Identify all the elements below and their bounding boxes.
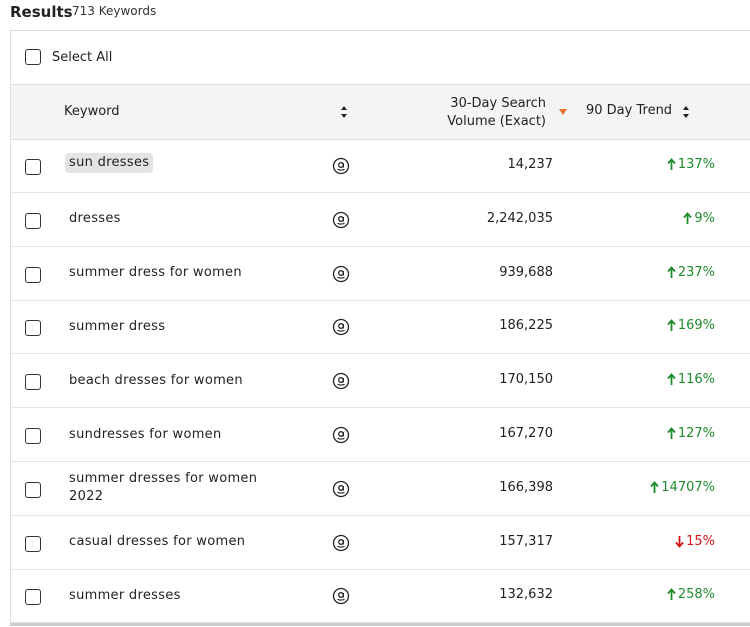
results-title: Results — [10, 3, 73, 21]
keyword[interactable]: summer dresses — [69, 587, 181, 603]
row-checkbox[interactable] — [25, 481, 41, 498]
row-checkbox[interactable] — [25, 266, 41, 283]
row-checkbox[interactable] — [25, 428, 41, 444]
trend-header[interactable]: 90 Day Trend — [586, 103, 673, 118]
row-checkbox[interactable] — [25, 374, 41, 391]
sort-icon[interactable] — [340, 105, 348, 119]
keyword[interactable]: summer dress — [69, 318, 166, 334]
trend: 127% — [667, 426, 715, 441]
table-row: sun dresses 14,237 137% — [11, 139, 750, 193]
table-row: sundresses for women 167,270 127% — [11, 408, 750, 462]
keyword-count: 713 Keywords — [72, 4, 157, 18]
trend-value: 169% — [677, 318, 715, 334]
amazon-icon[interactable] — [332, 534, 350, 552]
trend-value: 258% — [677, 587, 715, 603]
table-row: summer dress 186,225 169% — [11, 300, 750, 355]
search-volume: 132,632 — [499, 587, 553, 603]
trend-value: 127% — [677, 426, 715, 441]
search-volume: 2,242,035 — [486, 210, 553, 226]
keyword[interactable]: sun dresses — [65, 152, 154, 173]
trend-value: 116% — [677, 372, 715, 388]
trend-value: 15% — [686, 533, 715, 549]
trend-value: 237% — [677, 264, 715, 280]
trend-arrow — [667, 158, 676, 170]
trend-arrow — [667, 265, 676, 278]
table-row: summer dresses for women 2022 166,398 1470… — [11, 462, 750, 516]
select-all-checkbox[interactable] — [25, 49, 41, 65]
table-row: beach dresses for women 170,150 116% — [11, 354, 750, 409]
table-box — [10, 30, 750, 626]
trend-arrow — [650, 480, 659, 493]
trend-arrow — [667, 588, 676, 601]
amazon-icon[interactable] — [332, 211, 350, 229]
trend-arrow — [667, 373, 676, 386]
search-volume: 186,225 — [499, 318, 553, 334]
search-volume: 170,150 — [499, 372, 553, 388]
amazon-icon[interactable] — [332, 587, 350, 605]
keyword[interactable]: dresses — [69, 211, 121, 227]
keyword[interactable]: summer dresses for women 2022 — [69, 471, 258, 505]
trend-arrow — [675, 535, 684, 548]
trend: 15% — [675, 534, 715, 549]
amazon-icon[interactable] — [332, 480, 350, 498]
amazon-icon[interactable] — [332, 318, 350, 336]
table-row: summer dress for women 939,688 237% — [11, 247, 750, 301]
trend: 9% — [683, 211, 715, 226]
search-volume: 14,237 — [507, 157, 554, 172]
volume-header[interactable]: 30-Day Search Volume (Exact) — [447, 96, 546, 129]
trend-arrow — [667, 427, 676, 439]
trend-value: 9% — [694, 210, 715, 226]
trend: 258% — [667, 587, 715, 602]
keyword[interactable]: casual dresses for women — [69, 534, 246, 550]
search-volume: 166,398 — [499, 479, 553, 495]
table-row: summer dresses 132,632 258% — [11, 569, 750, 624]
row-checkbox[interactable] — [25, 159, 41, 175]
table-row: dresses 2,242,035 9% — [11, 193, 750, 247]
search-volume: 167,270 — [499, 426, 553, 441]
keyword-header[interactable]: Keyword — [64, 104, 120, 119]
search-volume: 939,688 — [499, 264, 553, 280]
trend-value: 14707% — [661, 479, 715, 495]
keyword[interactable]: summer dress for women — [69, 265, 242, 281]
trend: 237% — [667, 265, 715, 280]
table-header: Keyword 30-Day Search Volume (Exact) 90 … — [11, 84, 750, 140]
trend: 14707% — [650, 480, 715, 495]
amazon-icon[interactable] — [332, 265, 350, 283]
search-volume: 157,317 — [499, 533, 553, 549]
select-all-label[interactable]: Select All — [52, 50, 113, 65]
trend: 137% — [667, 157, 715, 172]
trend-arrow — [667, 319, 676, 332]
row-checkbox[interactable] — [25, 535, 41, 552]
row-checkbox[interactable] — [25, 589, 41, 606]
sort-icon[interactable] — [682, 105, 690, 119]
keyword[interactable]: sundresses for women — [69, 426, 222, 442]
trend-arrow — [683, 211, 693, 224]
trend-value: 137% — [677, 157, 715, 172]
amazon-icon[interactable] — [332, 372, 350, 390]
amazon-icon[interactable] — [332, 426, 350, 444]
sort-icon-active[interactable] — [559, 109, 567, 115]
table-row: casual dresses for women 157,317 15% — [11, 516, 750, 570]
row-checkbox[interactable] — [25, 320, 41, 337]
keyword[interactable]: beach dresses for women — [69, 372, 243, 388]
row-checkbox[interactable] — [25, 212, 41, 229]
trend: 116% — [667, 372, 715, 387]
trend: 169% — [667, 318, 715, 333]
amazon-icon[interactable] — [332, 157, 350, 175]
